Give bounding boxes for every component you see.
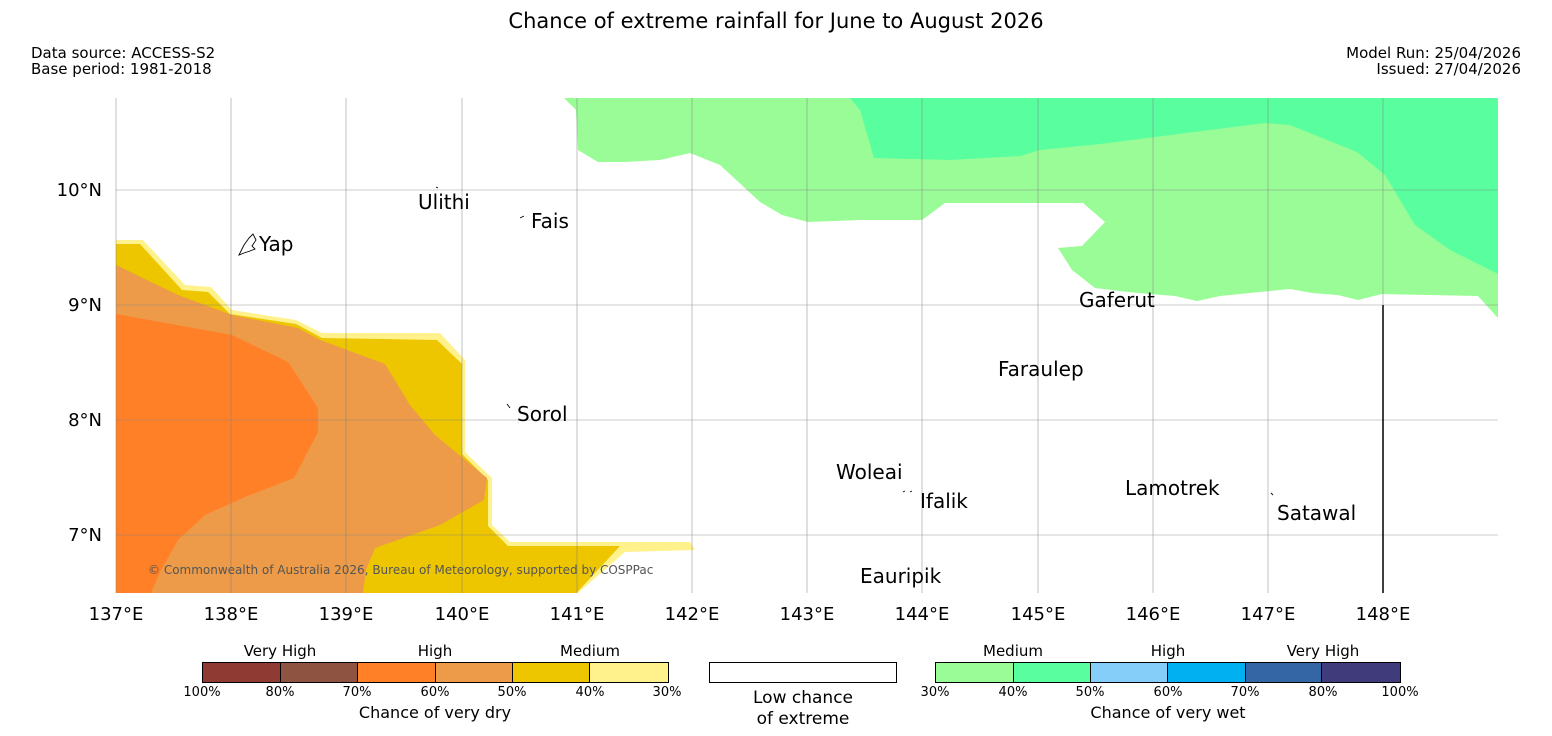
sorol-atoll	[506, 403, 511, 409]
islands	[238, 186, 1274, 496]
legend-wet-swatch	[1013, 663, 1092, 682]
legend-wet-tick: 40%	[998, 685, 1028, 700]
legend-wet-swatch	[936, 663, 1014, 682]
legend-wet-tick: 70%	[1230, 685, 1260, 700]
legend-dry-title: Chance of very dry	[358, 703, 512, 722]
place-label-satawal: Satawal	[1277, 501, 1356, 525]
satawal-island	[1270, 492, 1274, 496]
legend-wet-swatch	[1322, 663, 1401, 682]
legend-wet-tick: 60%	[1153, 685, 1183, 700]
lat-label: 7°N	[68, 525, 102, 546]
legend-wet-swatch	[1091, 663, 1169, 682]
legend-wet-category: High	[1150, 642, 1186, 660]
legend-low-swatch	[709, 662, 897, 683]
legend-dry-swatch	[436, 663, 513, 682]
gridlines	[115, 98, 1498, 593]
lat-label: 10°N	[57, 180, 102, 201]
lon-label: 137°E	[89, 604, 144, 625]
place-label-ifalik: Ifalik	[920, 489, 968, 513]
legend-dry-tick: 70%	[342, 685, 372, 700]
legend-dry-colorbar	[202, 662, 669, 683]
issued-date: Issued: 27/04/2026	[1376, 60, 1521, 78]
wet-40-50-region	[850, 98, 1498, 274]
lon-label: 138°E	[204, 604, 259, 625]
lon-label: 139°E	[319, 604, 374, 625]
legend-wet-colorbar	[935, 662, 1401, 683]
data-info: Data source: ACCESS-S2 Base period: 1981…	[31, 45, 215, 77]
lon-label: 147°E	[1241, 604, 1296, 625]
lon-axis-labels: 137°E 138°E 139°E 140°E 141°E 142°E 143°…	[89, 604, 1411, 625]
legend-dry-tick: 100%	[183, 685, 221, 700]
place-label-yap: Yap	[258, 232, 293, 256]
place-label-ulithi: Ulithi	[418, 190, 470, 214]
lon-label: 144°E	[895, 604, 950, 625]
legend-dry-swatch	[590, 663, 669, 682]
lon-label: 146°E	[1126, 604, 1181, 625]
legend-dry-tick: 80%	[265, 685, 295, 700]
place-label-woleai: Woleai	[836, 460, 903, 484]
ifalik-atoll	[902, 490, 913, 493]
place-label-gaferut: Gaferut	[1079, 288, 1155, 312]
lat-label: 8°N	[68, 410, 102, 431]
legend-dry-swatch	[280, 663, 359, 682]
place-label-lamotrek: Lamotrek	[1125, 476, 1220, 500]
lon-label: 143°E	[780, 604, 835, 625]
legend-dry-tick: 30%	[652, 685, 682, 700]
dry-60-70-region	[116, 314, 318, 593]
lon-label: 148°E	[1356, 604, 1411, 625]
legend-wet-tick: 30%	[920, 685, 950, 700]
place-label-eauripik: Eauripik	[860, 564, 942, 588]
legend-wet-tick: 100%	[1381, 685, 1419, 700]
place-label-sorol: Sorol	[517, 402, 568, 426]
place-label-faraulep: Faraulep	[998, 357, 1084, 381]
legend-dry-swatch	[203, 663, 281, 682]
legend-dry-category: High	[417, 642, 453, 660]
legend-wet-title: Chance of very wet	[1090, 703, 1246, 722]
yap-island-outline	[238, 233, 257, 256]
data-source: Data source: ACCESS-S2	[31, 44, 216, 62]
place-label-fais: Fais	[531, 209, 569, 233]
legend-wet-swatch	[1245, 663, 1323, 682]
model-run: Model Run: 25/04/2026	[1346, 44, 1521, 62]
legend-dry-swatch	[358, 663, 437, 682]
legend-wet-swatch	[1168, 663, 1246, 682]
legend-dry-tick: 40%	[575, 685, 605, 700]
legend-wet-tick: 50%	[1075, 685, 1105, 700]
legend-dry-category: Very High	[243, 642, 317, 660]
copyright-notice: © Commonwealth of Australia 2026, Bureau…	[148, 563, 653, 577]
legend-wet-category: Very High	[1286, 642, 1360, 660]
legend-dry-tick: 60%	[420, 685, 450, 700]
wet-30-40-region	[564, 98, 1498, 318]
lon-label: 140°E	[435, 604, 490, 625]
run-info: Model Run: 25/04/2026 Issued: 27/04/2026	[1346, 45, 1521, 77]
legend-dry-tick: 50%	[497, 685, 527, 700]
place-labels: Yap Ulithi Fais Sorol Gaferut Faraulep W…	[258, 190, 1356, 588]
ulithi-atoll	[435, 186, 439, 189]
lon-label: 141°E	[550, 604, 605, 625]
map-title: Chance of extreme rainfall for June to A…	[508, 9, 1044, 33]
lat-axis-labels: 10°N 9°N 8°N 7°N	[57, 180, 102, 546]
lat-label: 9°N	[68, 295, 102, 316]
legend-low-line1: Low chance	[753, 688, 853, 708]
legend-low-line2: of extreme	[756, 709, 850, 729]
legend-wet-tick: 80%	[1308, 685, 1338, 700]
fais-island	[519, 215, 525, 219]
legend-low-label: Low chance of extreme	[709, 688, 897, 730]
base-period: Base period: 1981-2018	[31, 60, 212, 78]
map-shading	[116, 98, 1498, 593]
lon-label: 145°E	[1011, 604, 1066, 625]
legend-dry-swatch	[512, 663, 591, 682]
legend-wet-category: Medium	[983, 642, 1043, 660]
lon-label: 142°E	[665, 604, 720, 625]
legend-dry-category: Medium	[560, 642, 620, 660]
